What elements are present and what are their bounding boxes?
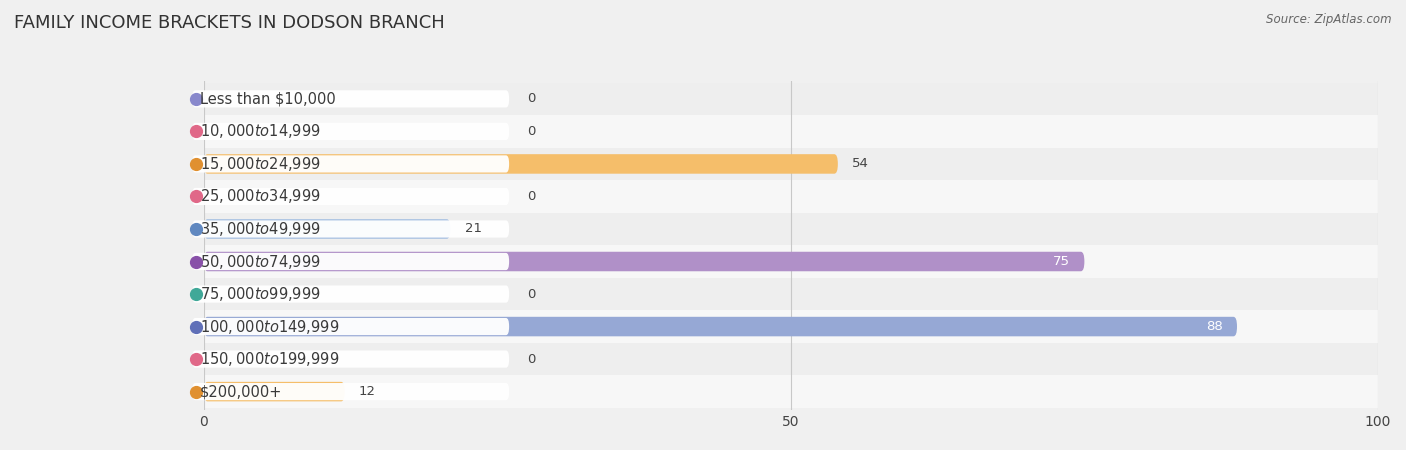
FancyBboxPatch shape — [204, 180, 1378, 213]
FancyBboxPatch shape — [204, 343, 1378, 375]
FancyBboxPatch shape — [204, 213, 1378, 245]
FancyBboxPatch shape — [204, 148, 1378, 180]
FancyBboxPatch shape — [204, 278, 1378, 310]
Text: FAMILY INCOME BRACKETS IN DODSON BRANCH: FAMILY INCOME BRACKETS IN DODSON BRANCH — [14, 14, 444, 32]
Text: 0: 0 — [527, 353, 536, 365]
FancyBboxPatch shape — [193, 188, 509, 205]
FancyBboxPatch shape — [204, 245, 1378, 278]
Text: 12: 12 — [359, 385, 375, 398]
Text: $10,000 to $14,999: $10,000 to $14,999 — [200, 122, 321, 140]
Text: 21: 21 — [464, 222, 481, 235]
Text: 0: 0 — [527, 190, 536, 203]
Text: $50,000 to $74,999: $50,000 to $74,999 — [200, 252, 321, 270]
FancyBboxPatch shape — [193, 383, 509, 400]
FancyBboxPatch shape — [204, 310, 1378, 343]
FancyBboxPatch shape — [193, 220, 509, 238]
Text: 0: 0 — [527, 92, 536, 105]
Text: 75: 75 — [1053, 255, 1070, 268]
Text: 54: 54 — [852, 158, 869, 171]
Text: $200,000+: $200,000+ — [200, 384, 283, 399]
Text: $100,000 to $149,999: $100,000 to $149,999 — [200, 318, 339, 336]
Text: $15,000 to $24,999: $15,000 to $24,999 — [200, 155, 321, 173]
FancyBboxPatch shape — [193, 123, 509, 140]
FancyBboxPatch shape — [193, 90, 509, 108]
FancyBboxPatch shape — [204, 83, 1378, 115]
Text: $150,000 to $199,999: $150,000 to $199,999 — [200, 350, 339, 368]
FancyBboxPatch shape — [204, 382, 344, 401]
FancyBboxPatch shape — [204, 375, 1378, 408]
Text: 88: 88 — [1206, 320, 1223, 333]
FancyBboxPatch shape — [193, 285, 509, 302]
FancyBboxPatch shape — [204, 154, 838, 174]
FancyBboxPatch shape — [204, 252, 1084, 271]
Text: 0: 0 — [527, 288, 536, 301]
FancyBboxPatch shape — [204, 115, 1378, 148]
FancyBboxPatch shape — [193, 155, 509, 172]
FancyBboxPatch shape — [193, 253, 509, 270]
FancyBboxPatch shape — [204, 219, 450, 239]
FancyBboxPatch shape — [193, 351, 509, 368]
Text: Less than $10,000: Less than $10,000 — [200, 91, 336, 106]
Text: $75,000 to $99,999: $75,000 to $99,999 — [200, 285, 321, 303]
Text: $35,000 to $49,999: $35,000 to $49,999 — [200, 220, 321, 238]
Text: $25,000 to $34,999: $25,000 to $34,999 — [200, 188, 321, 206]
Text: 0: 0 — [527, 125, 536, 138]
Text: Source: ZipAtlas.com: Source: ZipAtlas.com — [1267, 14, 1392, 27]
FancyBboxPatch shape — [193, 318, 509, 335]
FancyBboxPatch shape — [204, 317, 1237, 336]
